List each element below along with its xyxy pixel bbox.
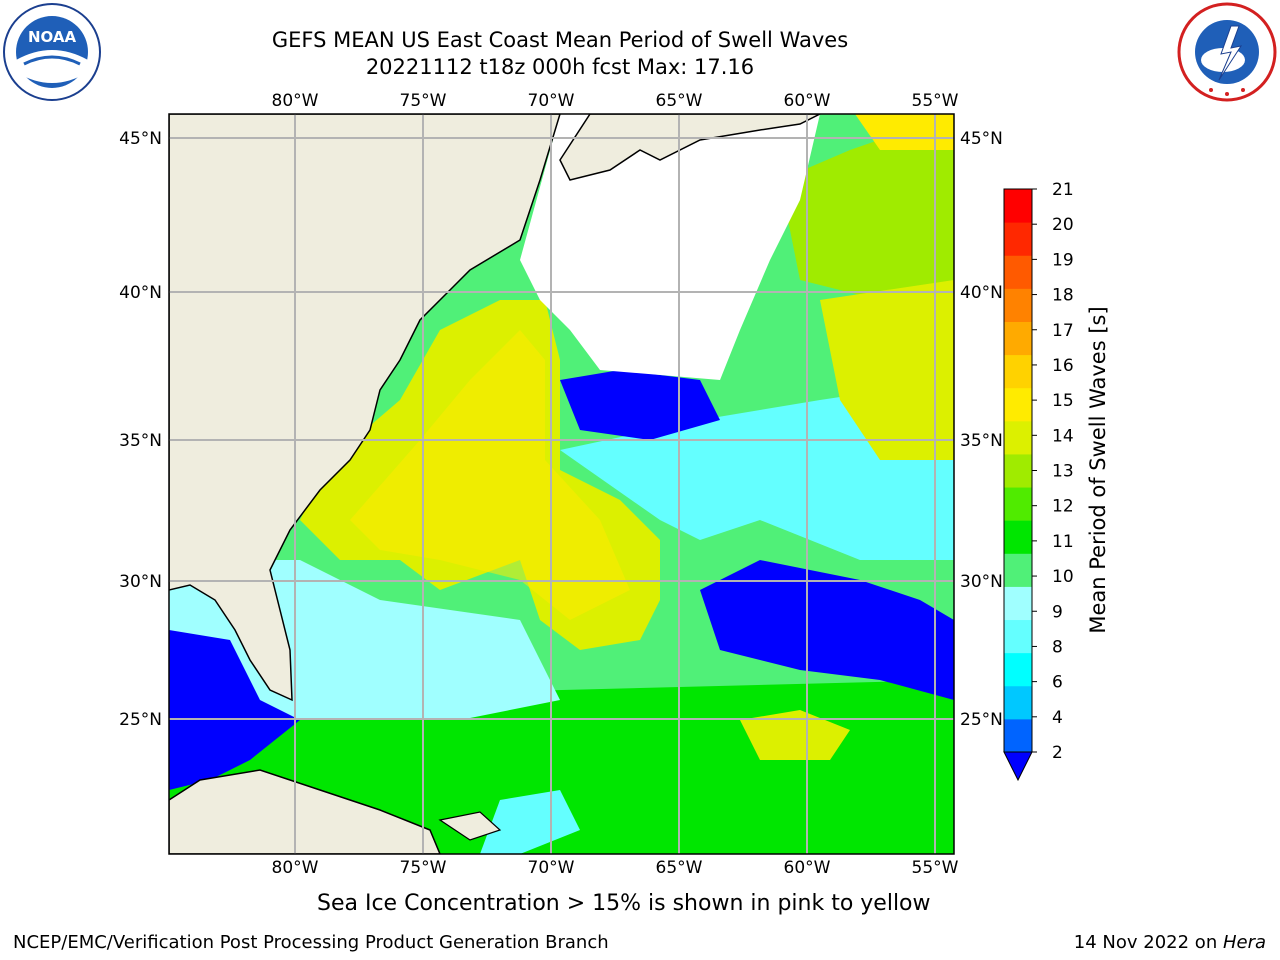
lon-ticks-bottom: 80°W 75°W 70°W 65°W 60°W 55°W [272, 858, 959, 878]
lat-tick-right: 45°N [960, 129, 1003, 149]
footer-host: Hera [1222, 932, 1266, 953]
colorbar-label: 11 [1052, 532, 1074, 552]
colorbar-segment [1004, 487, 1032, 521]
lat-ticks-left: 45°N 40°N 35°N 30°N 25°N [119, 129, 162, 730]
colorbar-extend-arrow [1003, 751, 1033, 782]
colorbar-label: 9 [1052, 602, 1063, 622]
colorbar-label: 14 [1052, 426, 1074, 446]
chart-subtitle: 20221112 t18z 000h fcst Max: 17.16 [365, 55, 755, 79]
colorbar-label: 8 [1052, 637, 1063, 657]
colorbar-label: 6 [1052, 673, 1063, 693]
lon-tick-bottom: 80°W [272, 858, 319, 878]
colorbar-segment [1004, 321, 1032, 356]
colorbar-label: 17 [1052, 321, 1074, 341]
colorbar-segment [1004, 255, 1032, 289]
colorbar-label: 10 [1052, 567, 1074, 587]
colorbar-label: 12 [1052, 497, 1074, 517]
colorbar-segment [1004, 520, 1032, 554]
colorbar-title: Mean Period of Swell Waves [s] [1086, 306, 1110, 633]
lat-tick-left: 25°N [119, 710, 162, 730]
lat-ticks-right: 45°N 40°N 35°N 30°N 25°N [960, 129, 1003, 730]
lon-tick-bottom: 65°W [656, 858, 703, 878]
noaa-logo: NOAA [2, 2, 102, 102]
land-us-east-coast [169, 114, 561, 702]
colorbar-segment [1004, 222, 1032, 256]
land-cuba [169, 769, 441, 854]
lon-tick-bottom: 70°W [528, 858, 575, 878]
colorbar: 2 4 6 8 9 10 11 12 13 14 15 16 17 18 19 20 21 [1003, 180, 1074, 782]
lon-tick-top: 65°W [656, 91, 703, 111]
colorbar-label: 19 [1052, 250, 1074, 270]
swell-patch-s [480, 790, 580, 854]
land-hispaniola [438, 811, 502, 841]
colorbar-segment [1004, 354, 1032, 389]
lat-tick-right: 40°N [960, 283, 1003, 303]
colorbar-label: 20 [1052, 215, 1074, 235]
colorbar-label: 2 [1052, 743, 1063, 763]
swell-low-gulf [169, 630, 300, 790]
colorbar-label: 21 [1052, 180, 1074, 200]
lon-tick-top: 55°W [912, 91, 959, 111]
colorbar-label: 18 [1052, 286, 1074, 306]
map-frame [168, 113, 955, 855]
lon-tick-bottom: 75°W [400, 858, 447, 878]
map-area [169, 114, 954, 854]
colorbar-segment [1004, 652, 1032, 687]
map-gridlines [169, 114, 954, 854]
colorbar-segment [1004, 453, 1032, 488]
lon-tick-top: 60°W [784, 91, 831, 111]
chart-title: GEFS MEAN US East Coast Mean Period of S… [271, 28, 849, 52]
lon-tick-bottom: 55°W [912, 858, 959, 878]
swell-ne-yellow [820, 280, 954, 460]
swell-low-east [700, 560, 954, 700]
lat-tick-right: 30°N [960, 572, 1003, 592]
colorbar-label: 15 [1052, 391, 1074, 411]
colorbar-segment [1004, 619, 1032, 654]
colorbar-label: 13 [1052, 462, 1074, 482]
swell-ne-top [855, 114, 954, 150]
colorbar-segment [1004, 189, 1032, 223]
lon-tick-top: 75°W [400, 91, 447, 111]
lon-tick-top: 80°W [272, 91, 319, 111]
lat-tick-right: 25°N [960, 710, 1003, 730]
colorbar-label: 4 [1052, 708, 1063, 728]
colorbar-segment [1004, 387, 1032, 422]
colorbar-segment [1004, 288, 1032, 322]
swell-patch-se [740, 710, 850, 760]
footer-date: 14 Nov 2022 on Hera [1074, 932, 1266, 953]
ice-note: Sea Ice Concentration > 15% is shown in … [317, 891, 931, 916]
swell-zone-east [560, 380, 954, 560]
lat-tick-left: 35°N [119, 431, 162, 451]
lat-tick-left: 45°N [119, 129, 162, 149]
lon-ticks-top: 80°W 75°W 70°W 65°W 60°W 55°W [272, 91, 959, 111]
lon-tick-top: 70°W [528, 91, 575, 111]
colorbar-segment [1004, 420, 1032, 455]
nws-logo [1175, 2, 1279, 102]
swell-plume-core [350, 330, 630, 620]
colorbar-segment [1004, 586, 1032, 621]
lat-tick-right: 35°N [960, 431, 1003, 451]
colorbar-segment [1004, 718, 1032, 753]
lat-tick-left: 30°N [119, 572, 162, 592]
lon-tick-bottom: 60°W [784, 858, 831, 878]
footer-date-text: 14 Nov 2022 on [1073, 932, 1223, 953]
noaa-logo-text: NOAA [28, 28, 77, 46]
colorbar-segment [1004, 685, 1032, 720]
swell-ne-band [780, 114, 954, 300]
colorbar-label: 16 [1052, 356, 1074, 376]
lat-tick-left: 40°N [119, 283, 162, 303]
colorbar-segment [1004, 553, 1032, 587]
footer-credit: NCEP/EMC/Verification Post Processing Pr… [13, 932, 609, 953]
missing-data-region [520, 114, 820, 380]
